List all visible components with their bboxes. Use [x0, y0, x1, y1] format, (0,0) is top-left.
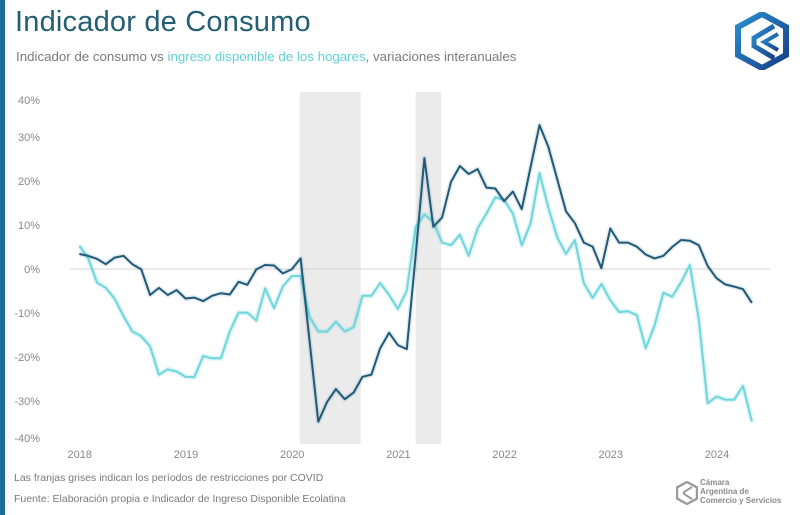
subtitle-ingreso-highlight: ingreso disponible de los hogares — [167, 49, 366, 64]
line-chart: 40% 30% 20% 10% 0% -10% -20% -30% -40% 2018 2019 2… — [14, 92, 770, 461]
series-ingreso — [77, 170, 755, 423]
cac-logo: Cámara Argentina de Comercio y Servicios — [676, 478, 800, 508]
cac-hexagon-logo-small-icon — [676, 481, 698, 505]
y-tick-label: -10% — [14, 308, 40, 320]
logo-text-line1: Cámara — [700, 478, 730, 487]
logo-text-line2: Argentina de — [700, 487, 749, 496]
covid-note: Las franjas grises indican los períodos … — [14, 472, 324, 484]
x-tick-label: 2021 — [386, 449, 410, 461]
covid-band-1 — [299, 92, 361, 444]
accent-bar — [0, 0, 5, 515]
y-tick-label: 40% — [18, 95, 40, 107]
y-tick-label: 30% — [18, 132, 40, 144]
source-note: Fuente: Elaboración propia e Indicador d… — [14, 493, 346, 505]
y-tick-label: -30% — [14, 396, 40, 408]
y-tick-label: 10% — [18, 220, 40, 232]
x-tick-label: 2022 — [492, 449, 516, 461]
cac-hexagon-logo-icon — [735, 12, 789, 70]
y-tick-label: -20% — [14, 352, 40, 364]
x-tick-label: 2024 — [705, 449, 729, 461]
x-tick-label: 2018 — [68, 449, 92, 461]
logo-text-line3: Comercio y Servicios — [700, 496, 782, 505]
y-tick-label: 20% — [18, 176, 40, 188]
page-title: Indicador de Consumo — [15, 6, 311, 38]
x-tick-label: 2019 — [174, 449, 198, 461]
series-consumo — [78, 122, 754, 425]
covid-band-2 — [415, 92, 442, 444]
subtitle-consumo: Indicador de consumo vs — [16, 49, 168, 64]
y-tick-label: 0% — [24, 264, 40, 276]
chart-subtitle: Indicador de consumo vs ingreso disponib… — [16, 49, 516, 64]
subtitle-suffix: , variaciones interanuales — [365, 49, 517, 64]
y-tick-label: -40% — [14, 433, 40, 445]
x-tick-label: 2020 — [280, 449, 304, 461]
x-tick-label: 2023 — [599, 449, 623, 461]
